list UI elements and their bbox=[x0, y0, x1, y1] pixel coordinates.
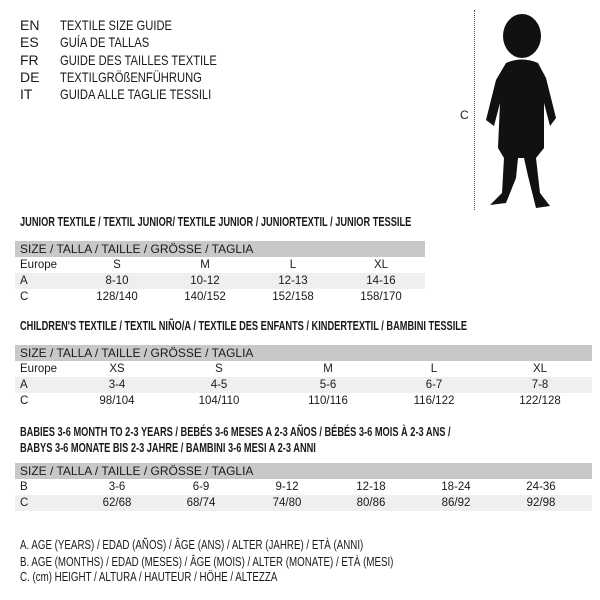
size-header: SIZE / TALLA / TAILLE / GRÖSSE / TAGLIA bbox=[15, 241, 425, 257]
table-cell: 14-16 bbox=[366, 275, 396, 287]
babies-title-line1: BABIES 3-6 MONTH TO 2-3 YEARS / BEBÉS 3-… bbox=[20, 425, 451, 439]
table-cell: XL bbox=[373, 259, 389, 271]
table-row: C 62/68 68/74 74/80 80/86 86/92 92/98 bbox=[15, 495, 592, 511]
language-title: GUIDA ALLE TAGLIE TESSILI bbox=[60, 86, 212, 103]
table-row: Europe S M L XL bbox=[15, 257, 425, 273]
legend-c: C. (cm) HEIGHT / ALTURA / HAUTEUR / HÖHE… bbox=[20, 570, 278, 584]
language-code: IT bbox=[20, 86, 33, 103]
table-cell: 86/92 bbox=[441, 497, 471, 509]
height-marker-line bbox=[474, 10, 475, 210]
junior-size-table: SIZE / TALLA / TAILLE / GRÖSSE / TAGLIA E… bbox=[15, 241, 425, 305]
babies-size-table: SIZE / TALLA / TAILLE / GRÖSSE / TAGLIA B… bbox=[15, 463, 592, 511]
table-cell: 128/140 bbox=[96, 291, 138, 303]
table-cell: 12-13 bbox=[278, 275, 308, 287]
table-cell: M bbox=[323, 363, 333, 375]
table-cell: XL bbox=[532, 363, 548, 375]
table-cell: 6-9 bbox=[192, 481, 210, 493]
legend-a: A. AGE (YEARS) / EDAD (AÑOS) / ÂGE (ANS)… bbox=[20, 538, 364, 552]
table-cell: M bbox=[200, 259, 210, 271]
children-title: CHILDREN'S TEXTILE / TEXTIL NIÑO/A / TEX… bbox=[20, 319, 468, 333]
table-cell: S bbox=[113, 259, 121, 271]
table-row: A 8-10 10-12 12-13 14-16 bbox=[15, 273, 425, 289]
table-cell: 5-6 bbox=[319, 379, 337, 391]
language-code: FR bbox=[20, 51, 39, 68]
child-silhouette-icon bbox=[486, 14, 556, 208]
babies-title-line2: BABYS 3-6 MONATE BIS 2-3 JAHRE / BAMBINI… bbox=[20, 441, 316, 455]
table-cell: 6-7 bbox=[425, 379, 443, 391]
table-cell: 140/152 bbox=[184, 291, 226, 303]
row-label: B bbox=[20, 481, 28, 493]
language-code: DE bbox=[20, 68, 40, 85]
language-title: TEXTILGRÖßENFÜHRUNG bbox=[60, 68, 202, 85]
row-label: Europe bbox=[20, 259, 58, 271]
table-cell: 80/86 bbox=[356, 497, 386, 509]
height-marker-label: C bbox=[460, 108, 469, 122]
language-title: TEXTILE SIZE GUIDE bbox=[60, 17, 173, 33]
table-cell: 74/80 bbox=[272, 497, 302, 509]
table-cell: 92/98 bbox=[526, 497, 556, 509]
table-cell: 24-36 bbox=[526, 481, 556, 493]
row-label: A bbox=[20, 379, 28, 391]
row-label: C bbox=[20, 395, 29, 407]
row-label: C bbox=[20, 291, 29, 303]
table-cell: 10-12 bbox=[190, 275, 220, 287]
table-row: C 128/140 140/152 152/158 158/170 bbox=[15, 289, 425, 305]
table-cell: S bbox=[215, 363, 223, 375]
table-cell: L bbox=[289, 259, 297, 271]
table-cell: 98/104 bbox=[99, 395, 135, 407]
table-cell: 3-6 bbox=[108, 481, 126, 493]
table-cell: 3-4 bbox=[108, 379, 126, 391]
row-label: C bbox=[20, 497, 29, 509]
table-cell: L bbox=[430, 363, 438, 375]
table-cell: 68/74 bbox=[186, 497, 216, 509]
size-header: SIZE / TALLA / TAILLE / GRÖSSE / TAGLIA bbox=[15, 345, 592, 361]
row-label: A bbox=[20, 275, 28, 287]
language-title: GUIDE DES TAILLES TEXTILE bbox=[60, 51, 217, 68]
table-cell: 110/116 bbox=[308, 395, 348, 407]
language-title: GUÍA DE TALLAS bbox=[60, 34, 150, 51]
table-row: Europe XS S M L XL bbox=[15, 361, 592, 377]
junior-title: JUNIOR TEXTILE / TEXTIL JUNIOR/ TEXTILE … bbox=[20, 215, 412, 229]
size-header: SIZE / TALLA / TAILLE / GRÖSSE / TAGLIA bbox=[15, 463, 592, 479]
table-cell: XS bbox=[109, 363, 125, 375]
table-cell: 7-8 bbox=[531, 379, 549, 391]
table-cell: 9-12 bbox=[275, 481, 299, 493]
language-code: EN bbox=[20, 17, 40, 33]
table-cell: 4-5 bbox=[210, 379, 228, 391]
table-cell: 158/170 bbox=[360, 291, 402, 303]
table-cell: 62/68 bbox=[102, 497, 132, 509]
table-row: A 3-4 4-5 5-6 6-7 7-8 bbox=[15, 377, 592, 393]
table-cell: 12-18 bbox=[356, 481, 386, 493]
table-cell: 8-10 bbox=[105, 275, 129, 287]
children-size-table: SIZE / TALLA / TAILLE / GRÖSSE / TAGLIA E… bbox=[15, 345, 592, 409]
language-code: ES bbox=[20, 34, 39, 51]
legend-b: B. AGE (MONTHS) / EDAD (MESES) / ÂGE (MO… bbox=[20, 555, 394, 569]
table-cell: 122/128 bbox=[519, 395, 561, 407]
table-row: B 3-6 6-9 9-12 12-18 18-24 24-36 bbox=[15, 479, 592, 495]
table-row: C 98/104 104/110 110/116 116/122 122/128 bbox=[15, 393, 592, 409]
table-cell: 18-24 bbox=[441, 481, 471, 493]
row-label: Europe bbox=[20, 363, 58, 375]
table-cell: 104/110 bbox=[198, 395, 240, 407]
table-cell: 152/158 bbox=[272, 291, 314, 303]
table-cell: 116/122 bbox=[413, 395, 455, 407]
